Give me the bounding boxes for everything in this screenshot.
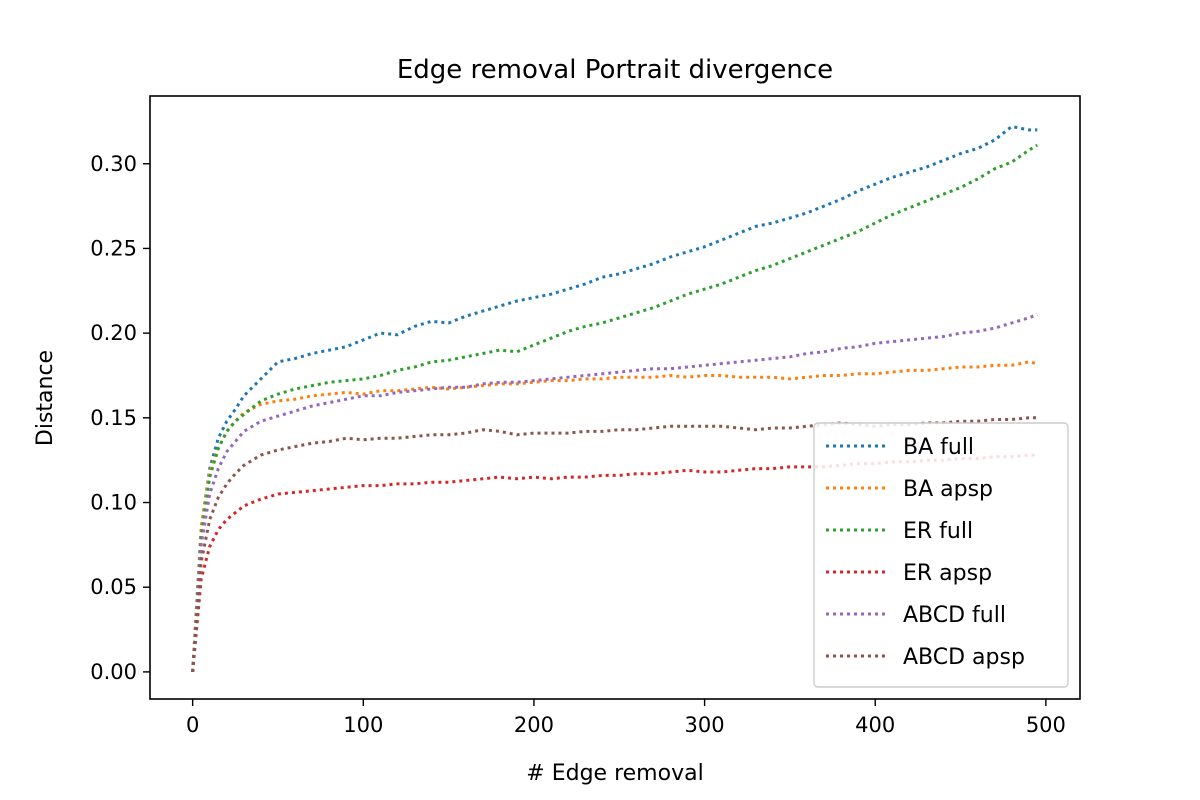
y-tick-label: 0.15 <box>90 406 137 430</box>
x-tick-label: 200 <box>514 713 554 737</box>
plot-frame <box>149 95 1081 700</box>
y-tick-label: 0.30 <box>90 152 137 176</box>
y-tick-label: 0.25 <box>90 236 137 260</box>
series-line-abcd-full <box>191 313 1038 673</box>
chart-title: Edge removal Portrait divergence <box>397 55 833 85</box>
legend-label: ER apsp <box>903 561 992 586</box>
legend-label: ABCD full <box>903 603 1006 628</box>
x-tick-label: 500 <box>1026 713 1066 737</box>
y-axis: 0.00 0.05 0.10 0.15 0.20 0.25 0.30 <box>90 152 150 684</box>
x-tick-label: 100 <box>343 713 383 737</box>
y-tick-label: 0.20 <box>90 321 137 345</box>
legend-label: ER full <box>903 519 973 544</box>
y-tick-label: 0.00 <box>90 660 137 684</box>
series-line-er-full <box>191 143 1039 672</box>
x-tick-label: 300 <box>685 713 725 737</box>
y-tick-label: 0.10 <box>90 491 137 515</box>
x-tick-label: 400 <box>855 713 895 737</box>
series-line-ba-apsp <box>191 360 1038 672</box>
legend-label: BA full <box>903 435 974 460</box>
x-axis: 0 100 200 300 400 500 <box>186 699 1066 737</box>
series-line-er-apsp <box>191 453 1038 673</box>
y-tick-label: 0.05 <box>90 575 137 599</box>
legend-label: ABCD apsp <box>903 645 1025 670</box>
y-axis-label: Distance <box>33 350 58 446</box>
legend: BA full BA apsp ER full ER apsp ABCD full ABC… <box>813 422 1069 688</box>
x-tick-label: 0 <box>186 713 199 737</box>
x-axis-label: # Edge removal <box>526 761 703 786</box>
series-line-ba-full <box>191 125 1038 672</box>
legend-label: BA apsp <box>903 477 993 502</box>
